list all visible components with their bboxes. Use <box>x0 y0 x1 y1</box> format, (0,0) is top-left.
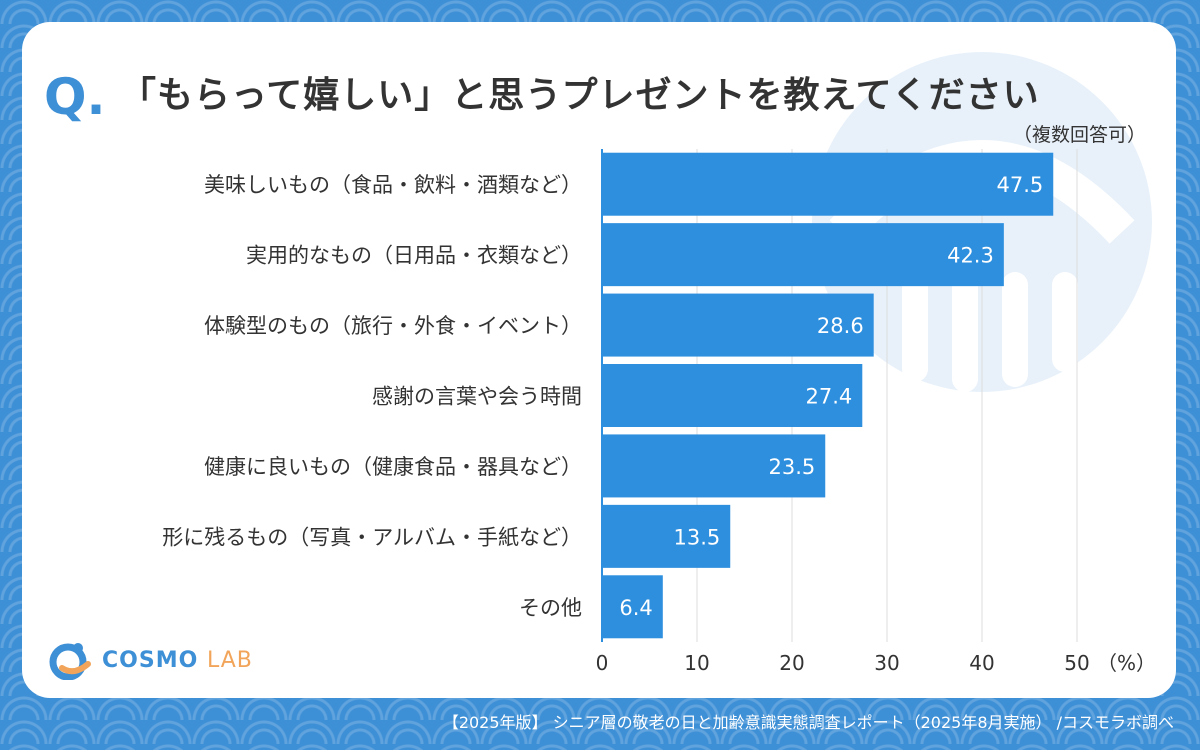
bar-value-label: 28.6 <box>817 314 864 338</box>
chart-title: 「もらって嬉しい」と思うプレゼントを教えてください <box>120 75 1040 116</box>
bar <box>602 293 874 357</box>
bar <box>602 504 731 568</box>
category-label: 健康に良いもの（健康食品・器具など） <box>204 455 582 479</box>
chart-subtitle: （複数回答可） <box>1012 124 1146 146</box>
logo-text: COSMO LAB <box>102 647 253 673</box>
cosmo-lab-logo: COSMO LAB <box>48 640 253 680</box>
bar <box>602 575 663 639</box>
question-mark-label: Q. <box>44 68 106 126</box>
category-label: 体験型のもの（旅行・外食・イベント） <box>204 314 582 338</box>
x-tick-label: 20 <box>779 651 804 675</box>
x-tick-label: 10 <box>684 651 709 675</box>
bar-value-label: 6.4 <box>619 596 652 620</box>
source-footer: 【2025年版】 シニア層の敬老の日と加齢意識実態調査レポート（2025年8月実… <box>442 713 1174 732</box>
x-axis-unit: （%） <box>1097 651 1156 675</box>
bar <box>602 364 863 427</box>
bar-chart: 0 10 20 30 40 50 （%） 47.5 美味しいもの（食品・飲料・酒類など） 42.3… <box>162 149 1156 675</box>
logo-icon <box>49 643 91 680</box>
bar-value-label: 23.5 <box>768 455 815 479</box>
chart-card: Q. 「もらって嬉しい」と思うプレゼントを教えてください （複数回答可） 0 10… <box>22 22 1176 698</box>
bar-value-label: 13.5 <box>673 525 720 549</box>
x-tick-label: 0 <box>596 651 609 675</box>
category-label: 美味しいもの（食品・飲料・酒類など） <box>204 173 582 197</box>
x-tick-label: 50 <box>1064 651 1089 675</box>
category-label: 実用的なもの（日用品・衣類など） <box>246 244 582 268</box>
bar <box>602 434 826 498</box>
bar-value-label: 47.5 <box>996 173 1043 197</box>
x-tick-label: 30 <box>874 651 899 675</box>
category-label: その他 <box>519 596 582 620</box>
category-label: 形に残るもの（写真・アルバム・手紙など） <box>162 525 582 549</box>
bar-value-label: 42.3 <box>947 244 994 268</box>
bar <box>602 223 1004 287</box>
bar <box>602 152 1054 216</box>
bar-value-label: 27.4 <box>806 385 853 409</box>
category-label: 感謝の言葉や会う時間 <box>372 385 582 409</box>
x-tick-label: 40 <box>969 651 994 675</box>
